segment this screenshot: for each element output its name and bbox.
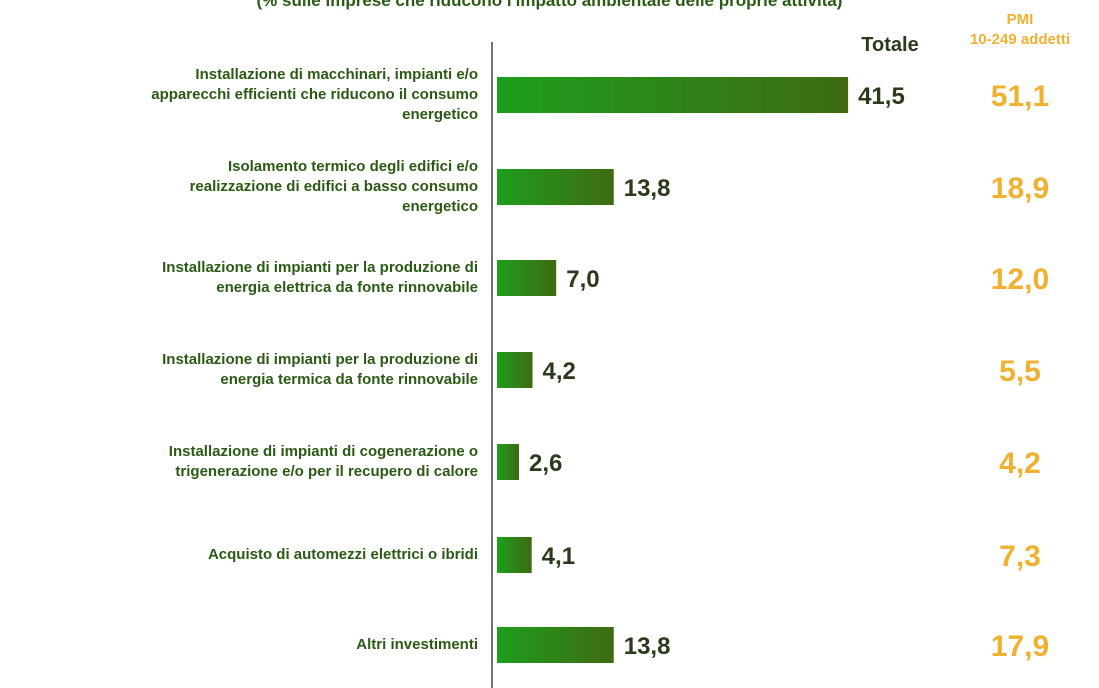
- category-label: Altri investimenti: [356, 636, 478, 653]
- value-label: 2,6: [529, 450, 562, 477]
- subtitle: (% sulle imprese che riducono l'impatto …: [256, 0, 843, 10]
- legend-totale: Totale: [861, 34, 919, 56]
- category-label: Installazione di impianti per la produzi…: [162, 351, 478, 388]
- bar: [497, 169, 614, 205]
- value-label: 13,8: [624, 633, 671, 660]
- pmi-value: 12,0: [991, 263, 1049, 296]
- bar: [497, 627, 614, 663]
- pmi-value: 17,9: [991, 630, 1049, 663]
- value-label: 4,2: [543, 358, 576, 385]
- legend-pmi: PMI 10-249 addetti: [969, 11, 1071, 48]
- value-label: 41,5: [858, 83, 905, 110]
- category-label: Installazione di impianti per la produzi…: [162, 259, 478, 296]
- pmi-value: 4,2: [999, 447, 1041, 480]
- bar: [497, 352, 533, 388]
- category-label: Installazione di impianti di cogenerazio…: [168, 443, 478, 480]
- category-label: Acquisto di automezzi elettrici o ibridi: [207, 546, 478, 563]
- bar: [497, 537, 532, 573]
- bar: [497, 77, 849, 113]
- category-label: Isolamento termico degli edifici e/o rea…: [189, 158, 478, 215]
- bar: [497, 444, 519, 480]
- value-label: 7,0: [566, 266, 599, 293]
- pmi-value: 18,9: [991, 172, 1049, 205]
- pmi-value: 5,5: [999, 355, 1041, 388]
- bar: [497, 260, 557, 296]
- pmi-value: 7,3: [999, 540, 1041, 573]
- pmi-value: 51,1: [991, 80, 1049, 113]
- value-label: 13,8: [624, 175, 671, 202]
- value-label: 4,1: [542, 543, 575, 570]
- category-label: Installazione di macchinari, impianti e/…: [151, 66, 478, 123]
